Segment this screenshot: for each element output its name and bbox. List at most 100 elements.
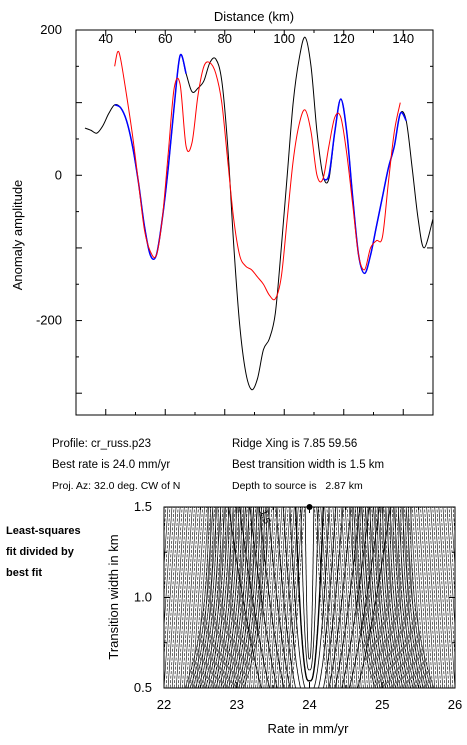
contour-line <box>258 507 361 688</box>
y-axis-label: Transition width in km <box>106 534 121 659</box>
contour-line <box>392 507 417 688</box>
contour-line <box>377 507 402 688</box>
contour-line <box>353 507 366 688</box>
contour-line <box>277 507 291 688</box>
contour-line <box>369 507 382 688</box>
contour-line <box>328 507 342 688</box>
x-tick-label: 100 <box>273 31 295 46</box>
contour-line <box>434 507 448 688</box>
contour-line <box>222 507 236 688</box>
side-note-line: Least-squares <box>6 525 81 537</box>
contour-line <box>393 507 407 688</box>
plot-frame <box>163 506 456 689</box>
contour-line <box>432 507 446 688</box>
contour-line <box>251 507 264 688</box>
y-tick-label: 200 <box>40 22 62 37</box>
contour-line <box>334 507 348 688</box>
contour-line <box>202 507 216 688</box>
contour-line <box>267 507 352 688</box>
contour-line <box>206 507 220 688</box>
profile-name: Profile: cr_russ.p23 <box>52 438 152 450</box>
contour-line <box>389 507 403 688</box>
contour-line <box>175 507 189 688</box>
y-tick-label: 1.0 <box>134 590 152 605</box>
contour-line <box>253 507 266 688</box>
y-tick-label: 0 <box>55 167 62 182</box>
contour-line <box>440 507 454 688</box>
contour-line <box>283 507 297 688</box>
contour-line <box>238 507 262 688</box>
contour-line <box>395 507 409 688</box>
contour-line <box>289 507 330 688</box>
contour-line <box>416 507 429 688</box>
contour-line <box>428 507 442 688</box>
x-tick-label: 25 <box>375 697 389 712</box>
contour-line <box>281 507 295 688</box>
contour-line <box>189 507 214 688</box>
contour-line <box>316 507 330 688</box>
contour-line <box>226 507 240 688</box>
contour-line <box>330 507 344 688</box>
contour-line <box>300 507 319 671</box>
best-rate: Best rate is 24.0 mm/yr <box>52 459 171 471</box>
contour-line <box>403 507 417 688</box>
contour-line <box>289 507 303 688</box>
contour-line <box>385 507 409 688</box>
contour-line <box>390 507 414 688</box>
contour-line <box>216 507 230 688</box>
contour-line <box>230 507 244 688</box>
x-tick-label: 120 <box>333 31 355 46</box>
contour-line <box>383 507 397 688</box>
side-note-line: fit divided by <box>6 546 74 558</box>
best-transition-width: Best transition width is 1.5 km <box>232 459 385 471</box>
contour-line <box>362 507 386 688</box>
contour-line <box>186 507 199 688</box>
contour-line <box>332 507 346 688</box>
contour-line <box>228 507 391 688</box>
contour-line <box>359 507 372 688</box>
projection-azimuth: Proj. Az: 32.0 deg. CW of N <box>52 480 181 492</box>
contour-line <box>363 507 376 688</box>
x-tick-label: 80 <box>218 31 232 46</box>
x-tick-label: 140 <box>392 31 414 46</box>
contour-line <box>410 507 435 688</box>
contour-line <box>225 507 250 688</box>
contour-line <box>192 507 216 688</box>
contour-line <box>399 507 413 688</box>
contour-line <box>279 507 293 688</box>
contour-line <box>436 507 450 688</box>
contour-line <box>304 507 315 660</box>
contour-line <box>340 507 354 688</box>
contour-line <box>395 507 420 688</box>
contour-line <box>400 507 425 688</box>
contour-line <box>269 507 283 688</box>
contour-line <box>382 507 407 688</box>
contour-line <box>426 507 439 688</box>
contour-line <box>375 507 399 688</box>
contour-line <box>230 507 255 688</box>
contour-line <box>338 507 352 688</box>
contour-line <box>348 507 362 688</box>
contour-line <box>173 507 187 688</box>
contour-line <box>359 507 384 688</box>
contour-line <box>355 507 368 688</box>
contour-line <box>424 507 437 688</box>
side-note: Least-squares fit divided by best fit <box>6 521 81 584</box>
contour-line <box>199 507 224 688</box>
contour-line <box>422 507 435 688</box>
ridge-crossing: Ridge Xing is 7.85 59.56 <box>232 438 358 450</box>
side-note-line: best fit <box>6 567 43 579</box>
contour-line <box>292 507 305 688</box>
x-tick-label: 23 <box>230 697 244 712</box>
contour-line <box>220 507 244 688</box>
contour-line <box>326 507 340 688</box>
x-axis-label: Rate in mm/yr <box>268 721 350 736</box>
anomaly-profile-chart: 40 60 80 100 120 140 200 0 -200 Distance (km) An… <box>10 9 434 416</box>
contour-line <box>267 507 281 688</box>
contour-line <box>324 507 338 688</box>
contour-line <box>188 507 201 688</box>
contour-line <box>243 507 267 688</box>
contour-line <box>164 507 165 510</box>
